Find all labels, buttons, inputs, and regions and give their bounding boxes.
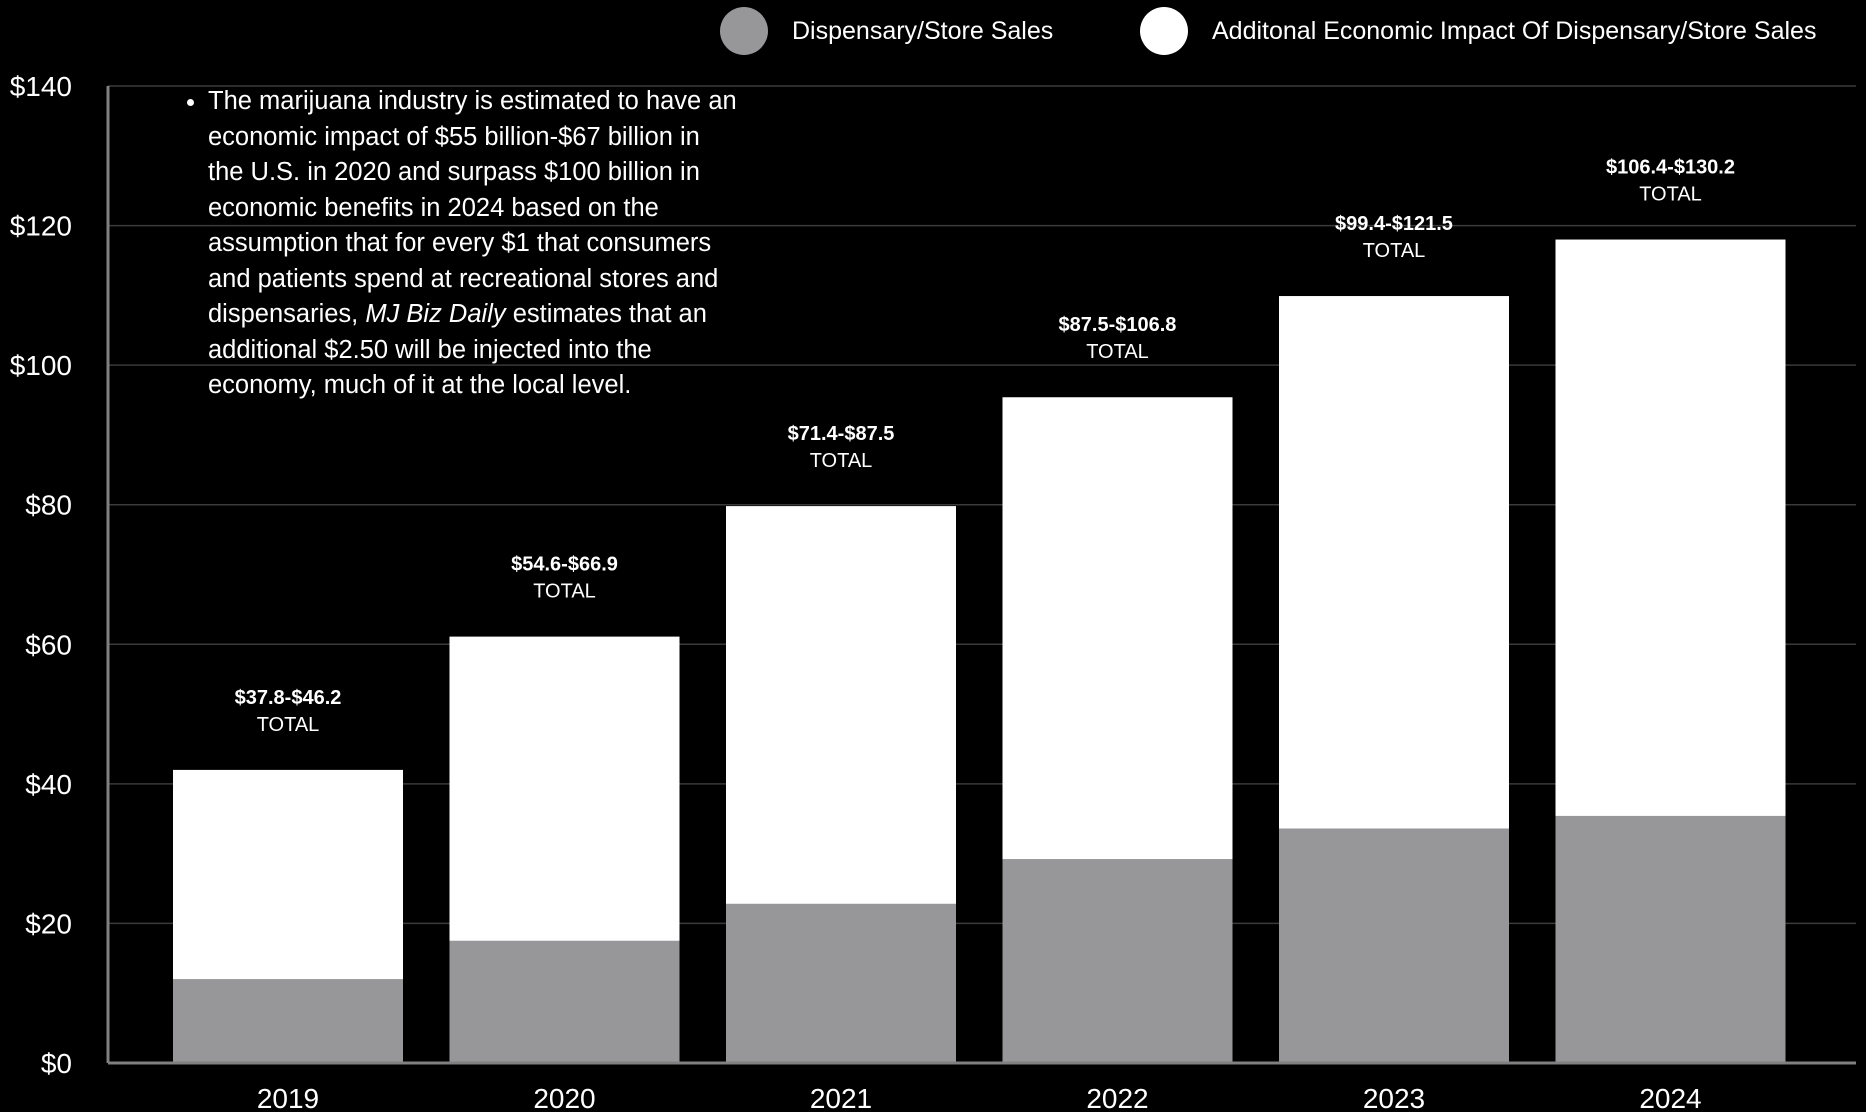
legend-label-impact: Additonal Economic Impact Of Dispensary/… bbox=[1212, 16, 1817, 45]
total-range-label-2023: $99.4-$121.5 bbox=[1335, 213, 1453, 235]
bar-sales-2024 bbox=[1555, 815, 1786, 1063]
x-tick-label-2019: 2019 bbox=[257, 1083, 319, 1112]
y-tick-label-120: $120 bbox=[10, 211, 72, 242]
total-labels: $37.8-$46.2 TOTAL $54.6-$66.9 TOTAL $71.4-$8… bbox=[235, 157, 1735, 736]
legend-item-impact: Additonal Economic Impact Of Dispensary/… bbox=[1140, 6, 1816, 56]
total-word-label-2022: TOTAL bbox=[1086, 341, 1149, 363]
annotation-note: The marijuana industry is estimated to h… bbox=[178, 84, 738, 404]
y-tick-labels: $0 $20 $40 $60 $80 $100 $120 $140 bbox=[10, 71, 72, 1079]
x-tick-label-2023: 2023 bbox=[1363, 1083, 1425, 1112]
x-tick-label-2020: 2020 bbox=[533, 1083, 595, 1112]
total-range-label-2020: $54.6-$66.9 bbox=[511, 554, 618, 576]
legend: Dispensary/Store Sales Additonal Economi… bbox=[0, 6, 1866, 56]
total-word-label-2020: TOTAL bbox=[533, 581, 596, 603]
note-text-after: estimates that an additional $2.50 will … bbox=[208, 300, 707, 399]
bar-sales-2020 bbox=[449, 940, 680, 1063]
y-tick-label-80: $80 bbox=[25, 490, 72, 521]
legend-swatch-sales bbox=[720, 7, 768, 55]
total-word-label-2024: TOTAL bbox=[1639, 184, 1702, 206]
total-range-label-2022: $87.5-$106.8 bbox=[1059, 314, 1177, 336]
x-tick-label-2021: 2021 bbox=[810, 1083, 872, 1112]
bar-impact-2024 bbox=[1555, 239, 1786, 816]
y-tick-label-40: $40 bbox=[25, 769, 72, 800]
note-item: The marijuana industry is estimated to h… bbox=[208, 84, 738, 404]
total-word-label-2021: TOTAL bbox=[810, 450, 873, 472]
axes bbox=[106, 86, 1856, 1065]
legend-label-sales: Dispensary/Store Sales bbox=[792, 16, 1054, 45]
bar-sales-2022 bbox=[1002, 859, 1233, 1063]
note-source-italic: MJ Biz Daily bbox=[365, 300, 506, 328]
bar-impact-2021 bbox=[726, 506, 956, 904]
legend-swatch-impact bbox=[1140, 7, 1188, 55]
bar-sales-2021 bbox=[726, 903, 956, 1063]
x-tick-label-2022: 2022 bbox=[1086, 1083, 1148, 1112]
note-list: The marijuana industry is estimated to h… bbox=[178, 84, 738, 404]
y-tick-label-20: $20 bbox=[25, 908, 72, 939]
total-range-label-2019: $37.8-$46.2 bbox=[235, 687, 342, 709]
total-range-label-2024: $106.4-$130.2 bbox=[1606, 157, 1735, 179]
x-tick-label-2024: 2024 bbox=[1639, 1083, 1701, 1112]
x-tick-labels: 2019 2020 2021 2022 2023 2024 bbox=[257, 1083, 1702, 1112]
bar-sales-2023 bbox=[1279, 828, 1509, 1063]
total-range-label-2021: $71.4-$87.5 bbox=[788, 423, 895, 445]
y-tick-label-100: $100 bbox=[10, 350, 72, 381]
bars bbox=[173, 239, 1786, 1063]
y-tick-label-140: $140 bbox=[10, 71, 72, 102]
bar-impact-2023 bbox=[1279, 296, 1509, 829]
bar-sales-2019 bbox=[173, 979, 403, 1063]
total-word-label-2019: TOTAL bbox=[257, 714, 320, 736]
bar-impact-2019 bbox=[173, 769, 403, 980]
bar-impact-2020 bbox=[449, 636, 680, 941]
legend-item-sales: Dispensary/Store Sales bbox=[720, 6, 1053, 56]
bar-impact-2022 bbox=[1002, 397, 1233, 860]
y-tick-label-60: $60 bbox=[25, 629, 72, 660]
note-text-before: The marijuana industry is estimated to h… bbox=[208, 87, 737, 328]
total-word-label-2023: TOTAL bbox=[1363, 240, 1426, 262]
y-tick-label-0: $0 bbox=[41, 1048, 72, 1079]
